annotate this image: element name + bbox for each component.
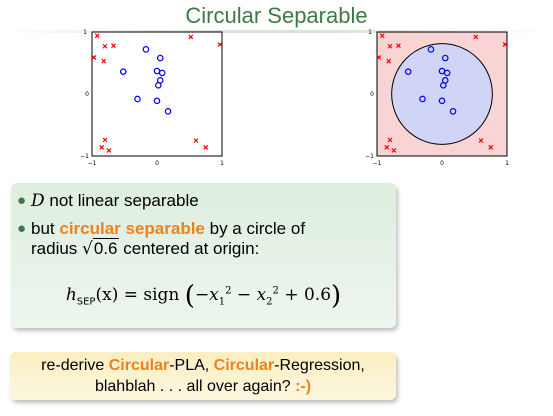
positive-point — [142, 46, 150, 53]
negative-point — [193, 138, 199, 143]
formula-body3: + 0.6 — [278, 285, 332, 305]
plot-frame — [91, 31, 223, 157]
negative-point — [102, 43, 108, 49]
x-tick-mid: 0 — [155, 160, 159, 167]
negative-point — [376, 54, 382, 60]
plot-marks — [376, 33, 508, 153]
formula-rparen: ) — [331, 281, 342, 311]
negative-point — [379, 33, 385, 39]
negative-point — [217, 41, 223, 47]
positive-point — [427, 46, 435, 53]
negative-point — [488, 144, 494, 150]
positive-point — [164, 108, 172, 115]
positive-point — [443, 69, 451, 77]
negative-point — [102, 137, 108, 143]
formula-arg: (x) = sign — [95, 285, 180, 305]
negative-point — [391, 147, 397, 153]
sqrt-symbol: √ — [82, 239, 93, 259]
negative-point — [203, 144, 209, 150]
bullet2-line2-post: centered at origin: — [118, 239, 260, 258]
slide-title: Circular Separable — [185, 3, 368, 28]
radicand: 0.6 — [92, 238, 119, 258]
bullet1-text: not linear separable — [44, 191, 199, 210]
formula-body1: −x — [194, 285, 219, 305]
scatter-plot-raw: 1 0 −1 −1 0 1 — [80, 29, 224, 167]
bullet-not-linear: ● D not linear separable — [17, 191, 199, 211]
negative-point — [387, 137, 393, 143]
negative-point — [386, 58, 392, 64]
x-tick-min: −1 — [88, 160, 97, 167]
negative-point — [384, 144, 390, 150]
positive-point — [134, 95, 141, 103]
positive-point — [119, 68, 127, 75]
negative-point — [94, 33, 100, 39]
plot-marks — [91, 33, 223, 153]
y-tick-mid: 0 — [370, 91, 374, 98]
bullet2-highlight: circular separable — [59, 219, 205, 238]
formula-sup1: 2 — [225, 285, 232, 297]
positive-point — [438, 97, 446, 105]
positive-point — [440, 82, 447, 89]
y-tick-mid: 0 — [85, 91, 89, 98]
bullet-circular: ● but circular separable by a circle of … — [17, 219, 306, 259]
bullet2-line2-pre: radius — [31, 239, 83, 258]
circle-boundary — [391, 43, 493, 145]
positive-point — [449, 108, 457, 115]
formula-sub: SEP — [76, 296, 96, 308]
question-mid1: -PLA, — [169, 357, 214, 374]
positive-point — [156, 54, 164, 62]
formula-sub2: 2 — [266, 296, 273, 308]
title-bar — [0, 30, 553, 33]
formula-lparen: ( — [184, 281, 195, 311]
bullet-dot: ● — [17, 192, 27, 209]
x-tick-max: 1 — [220, 160, 224, 167]
statement-box: ● D not linear separable ● but circular … — [11, 183, 396, 328]
question-box: re-derive Circular-PLA, Circular-Regress… — [10, 352, 396, 400]
question-hl2: Circular — [213, 357, 275, 374]
positive-point — [441, 54, 449, 62]
question-smiley: :-) — [295, 378, 312, 395]
negative-point — [111, 43, 116, 49]
y-tick-max: 1 — [83, 29, 87, 36]
formula-sup2: 2 — [272, 285, 279, 297]
negative-point — [478, 138, 484, 143]
bullet2-post: by a circle of — [204, 219, 306, 238]
positive-point — [419, 95, 426, 103]
negative-point — [91, 54, 97, 60]
negative-point — [188, 34, 194, 40]
question-hl1: Circular — [108, 357, 170, 374]
y-tick-min: −1 — [80, 153, 89, 160]
formula-sub1: 1 — [218, 296, 226, 308]
negative-point — [502, 41, 508, 47]
positive-point — [155, 82, 162, 89]
y-tick-min: −1 — [365, 153, 374, 160]
dataset-symbol: D — [31, 191, 45, 211]
positive-point — [404, 68, 412, 75]
x-tick-min: −1 — [373, 160, 382, 167]
question-pre: re-derive — [41, 357, 109, 374]
bullet-dot: ● — [17, 220, 27, 237]
positive-point — [158, 69, 166, 77]
negative-point — [99, 144, 105, 150]
formula-h: h — [65, 285, 77, 305]
hypothesis-formula: hSEP(x) = sign (−x12 − x22 + 0.6) — [11, 281, 396, 311]
negative-point — [473, 34, 479, 40]
question-line2: blahblah . . . all over again? — [94, 378, 296, 395]
y-tick-max: 1 — [368, 29, 372, 36]
negative-point — [396, 43, 401, 49]
negative-point — [106, 147, 112, 153]
positive-point — [153, 97, 161, 105]
scatter-plot-circular: 1 0 −1 −1 0 1 — [365, 29, 509, 167]
question-mid2: -Regression, — [274, 357, 365, 374]
negative-point — [101, 58, 107, 64]
x-tick-mid: 0 — [440, 160, 444, 167]
formula-minus: − x — [231, 285, 267, 305]
bullet2-pre: but — [31, 219, 60, 238]
x-tick-max: 1 — [505, 160, 509, 167]
negative-point — [387, 43, 393, 49]
